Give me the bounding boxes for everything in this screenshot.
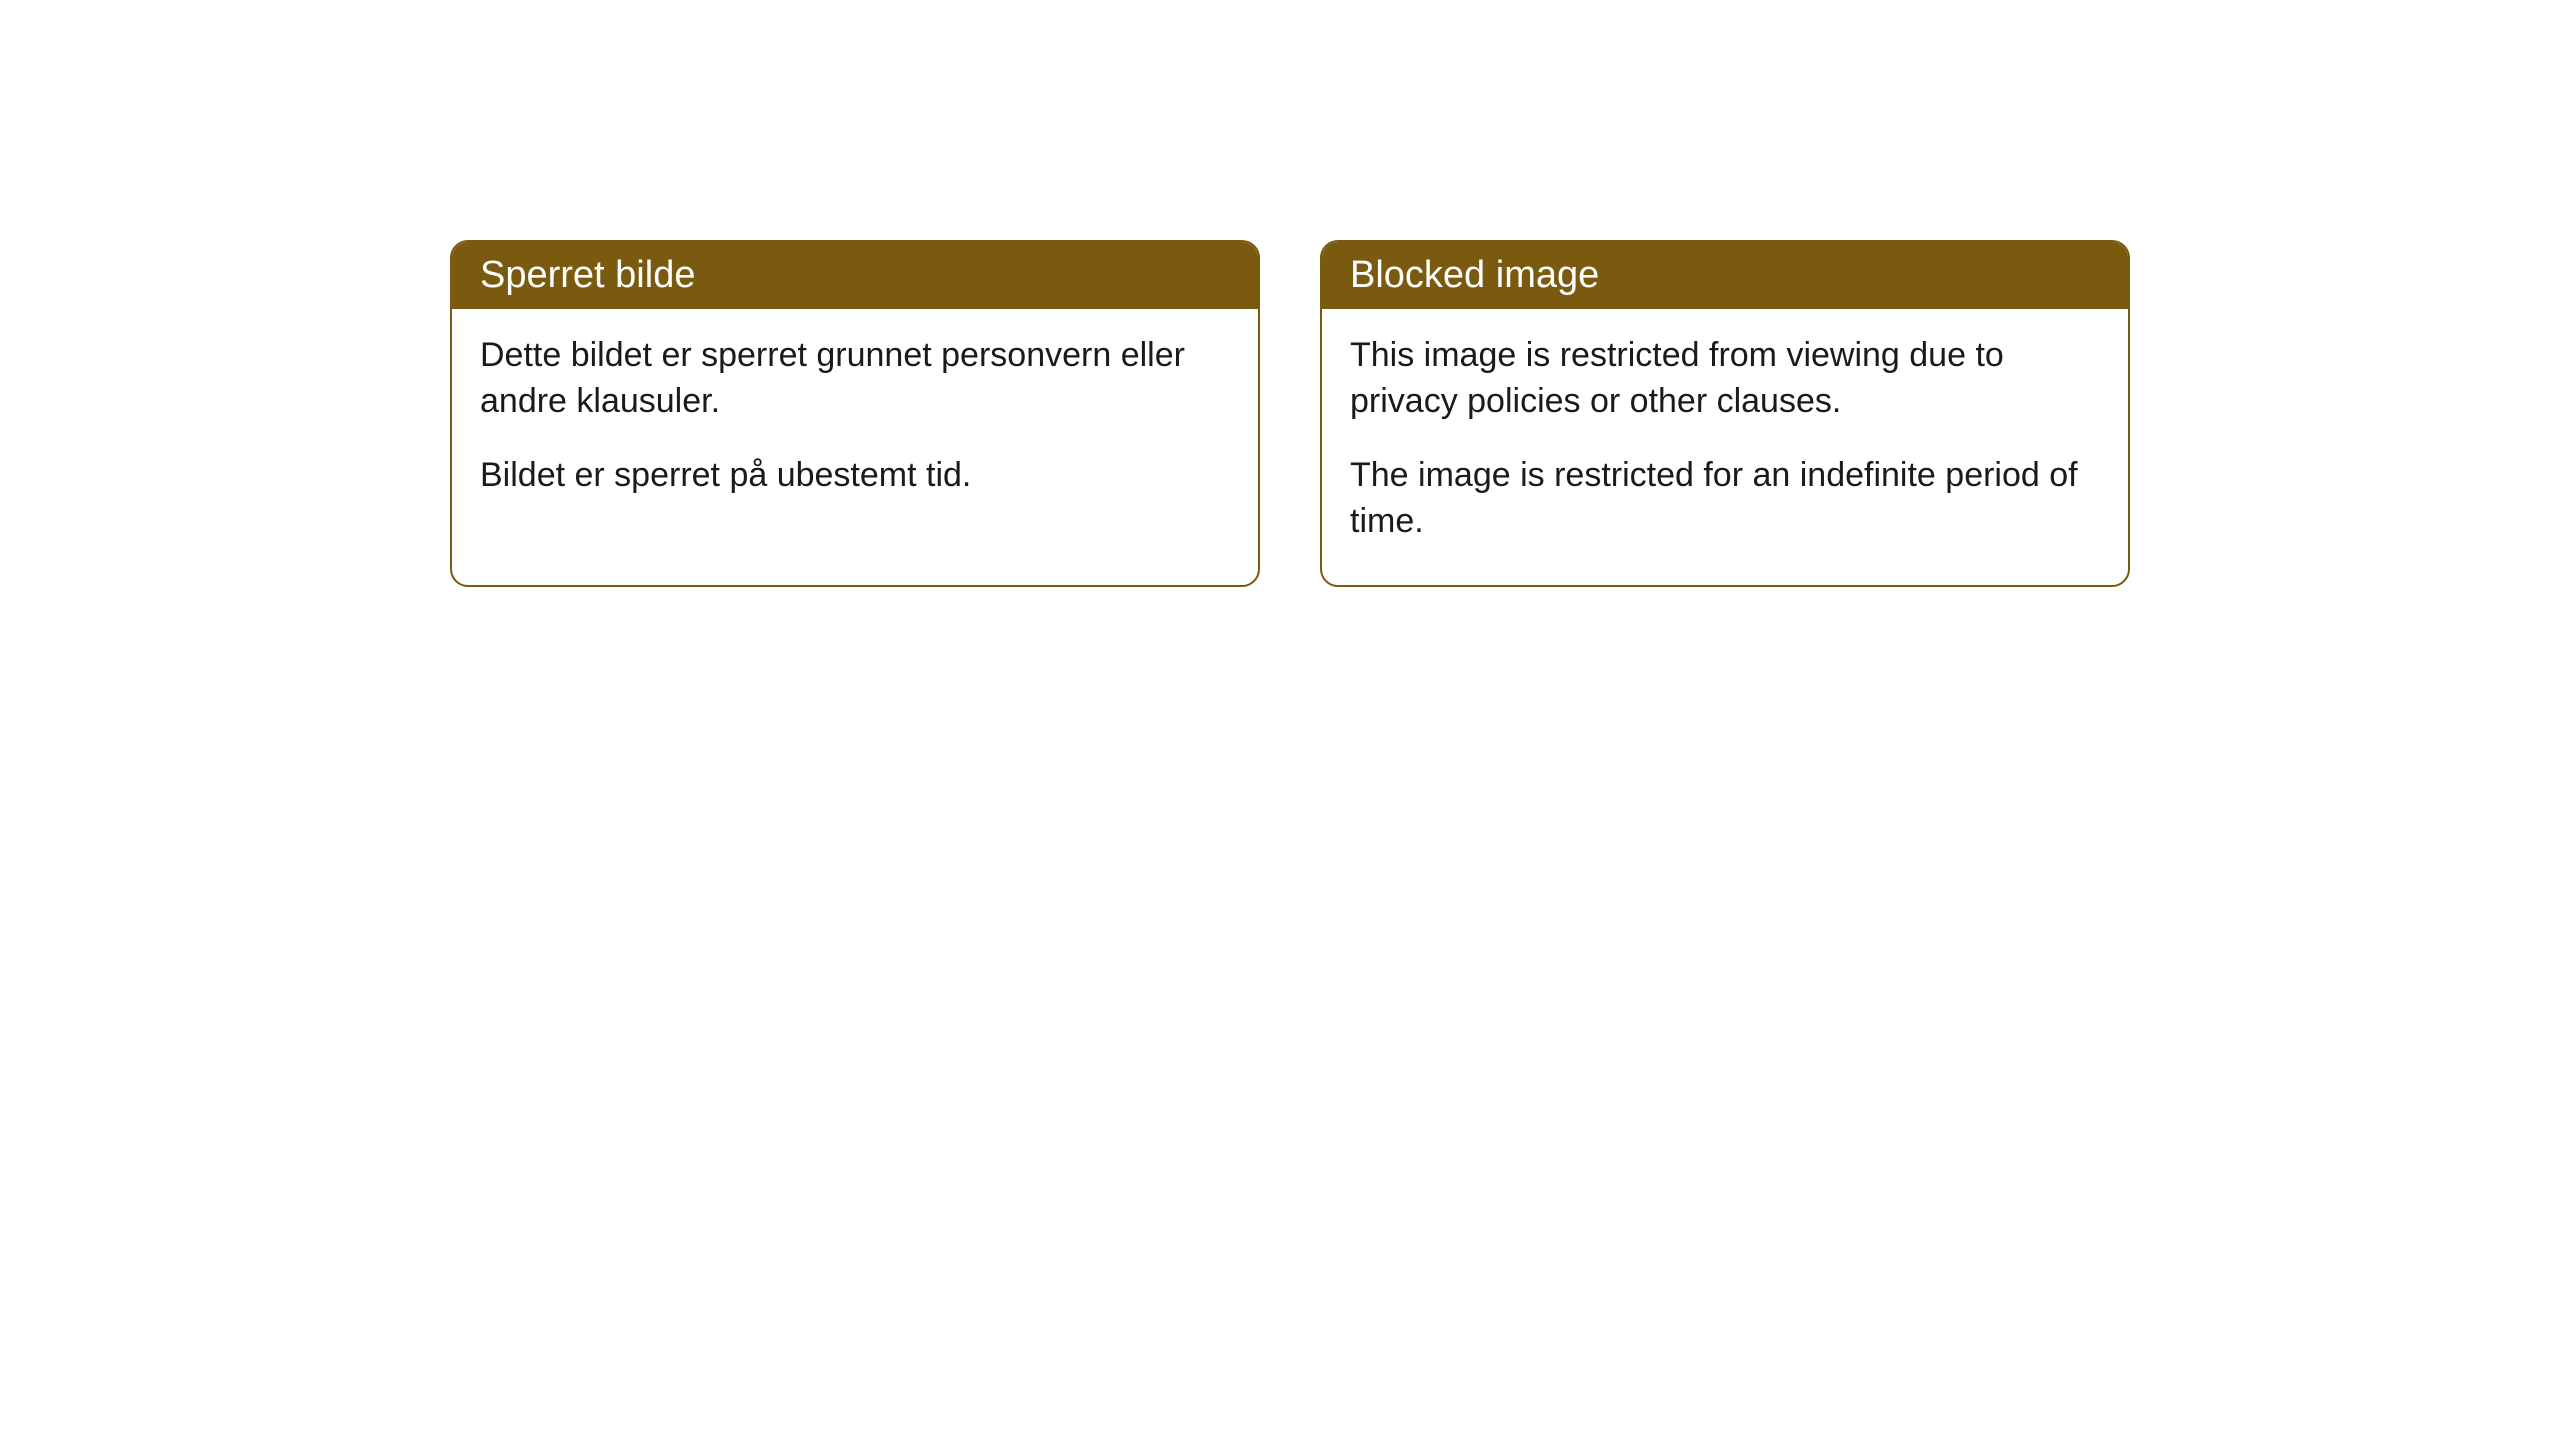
card-paragraph-en-2: The image is restricted for an indefinit…: [1350, 453, 2100, 545]
card-paragraph-en-1: This image is restricted from viewing du…: [1350, 333, 2100, 425]
card-title-en: Blocked image: [1322, 242, 2128, 309]
card-paragraph-no-2: Bildet er sperret på ubestemt tid.: [480, 453, 1230, 499]
notice-cards-container: Sperret bilde Dette bildet er sperret gr…: [0, 0, 2560, 587]
card-paragraph-no-1: Dette bildet er sperret grunnet personve…: [480, 333, 1230, 425]
card-body-en: This image is restricted from viewing du…: [1322, 309, 2128, 585]
card-body-no: Dette bildet er sperret grunnet personve…: [452, 309, 1258, 539]
blocked-image-card-en: Blocked image This image is restricted f…: [1320, 240, 2130, 587]
card-title-no: Sperret bilde: [452, 242, 1258, 309]
blocked-image-card-no: Sperret bilde Dette bildet er sperret gr…: [450, 240, 1260, 587]
